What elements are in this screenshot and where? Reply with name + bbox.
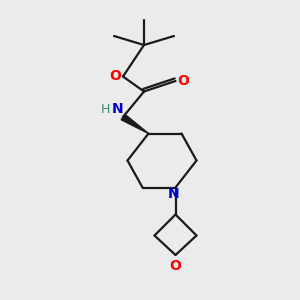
Polygon shape bbox=[121, 114, 148, 134]
Text: N: N bbox=[168, 188, 180, 202]
Text: N: N bbox=[111, 101, 123, 116]
Text: H: H bbox=[101, 103, 110, 116]
Text: O: O bbox=[110, 70, 122, 83]
Text: O: O bbox=[169, 259, 181, 273]
Text: O: O bbox=[177, 74, 189, 88]
